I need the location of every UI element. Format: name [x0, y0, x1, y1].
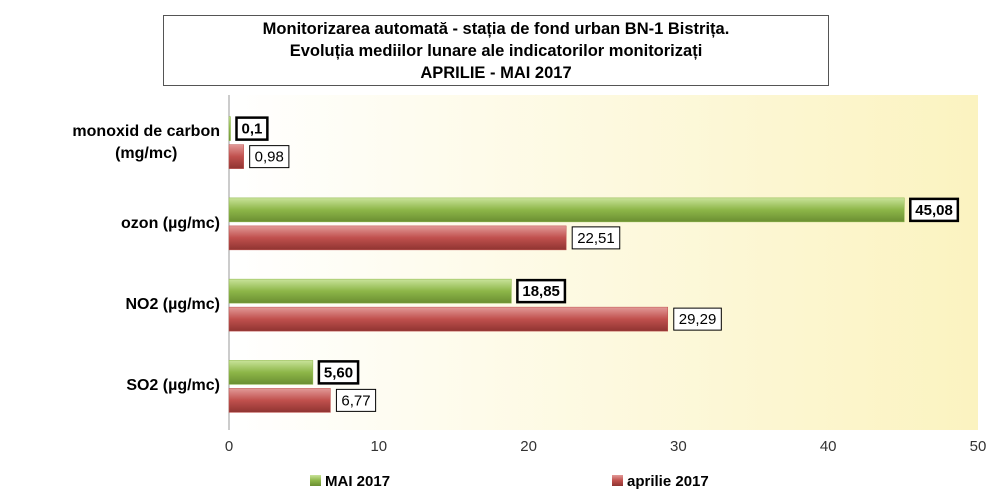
x-tick-label: 40 [820, 438, 837, 455]
legend-label: MAI 2017 [325, 473, 390, 490]
value-label: 6,77 [341, 392, 370, 409]
value-label-box [571, 226, 621, 250]
bar [228, 306, 669, 332]
x-tick-label: 20 [520, 438, 537, 455]
y-tick-label: SO2 (µg/mc) [126, 377, 220, 395]
x-tick-label: 0 [225, 438, 233, 455]
value-label-box [516, 278, 567, 304]
x-tick-label: 10 [370, 438, 387, 455]
value-label: 29,29 [679, 311, 717, 328]
value-label-box [909, 197, 960, 223]
legend-swatch [612, 475, 623, 486]
chart-title: Monitorizarea automată - stația de fond … [163, 15, 829, 86]
bar [228, 360, 314, 385]
value-label-box [249, 145, 290, 169]
y-tick-label: ozon (µg/mc) [121, 214, 220, 232]
value-label: 0,98 [255, 149, 284, 166]
y-tick-label: monoxid de carbon (mg/mc) [72, 122, 220, 162]
value-label: 18,85 [522, 283, 560, 300]
value-label-box [335, 388, 377, 412]
value-label: 0,1 [241, 121, 262, 138]
legend-label: aprilie 2017 [627, 473, 709, 490]
bar [228, 144, 244, 169]
bar [228, 116, 231, 141]
value-label: 5,60 [324, 364, 353, 381]
value-label: 45,08 [915, 202, 953, 219]
legend-swatch [310, 475, 321, 486]
bar [228, 197, 905, 223]
bar [228, 225, 567, 251]
x-tick-label: 50 [970, 438, 987, 455]
bar [228, 278, 512, 304]
bar [228, 388, 331, 413]
y-tick-label: NO2 (µg/mc) [125, 296, 220, 314]
x-tick-label: 30 [670, 438, 687, 455]
value-label-box [235, 116, 269, 141]
value-label: 22,51 [577, 230, 615, 247]
value-label-box [317, 360, 360, 385]
value-label-box [673, 307, 722, 331]
